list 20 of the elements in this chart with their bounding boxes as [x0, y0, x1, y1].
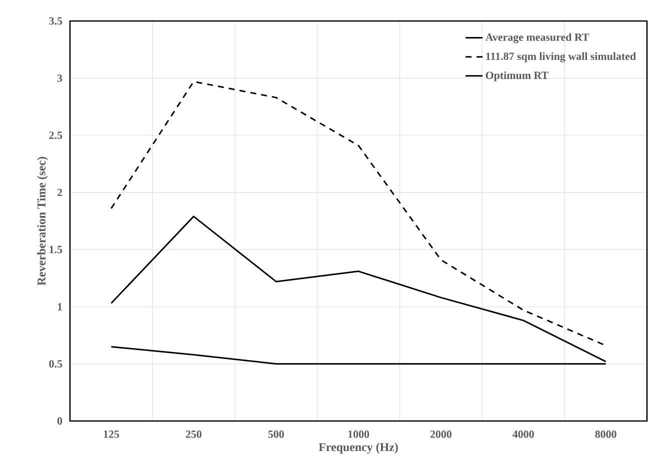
legend-label: Optimum RT	[486, 71, 548, 82]
x-axis-title: Frequency (Hz)	[318, 442, 398, 454]
y-tick-label: 2.5	[49, 132, 62, 139]
x-tick-label: 4000	[512, 430, 534, 438]
x-tick-label: 8000	[595, 430, 616, 438]
y-tick-label: 1.5	[50, 246, 62, 254]
x-tick-label: 125	[104, 430, 120, 438]
legend-label: Average measured RT	[485, 33, 590, 44]
x-tick-label: 500	[268, 430, 284, 438]
y-tick-label: 2	[57, 188, 62, 196]
legend-label: 111.87 sqm living wall simulated	[486, 52, 636, 62]
x-tick-label: 2000	[430, 430, 452, 438]
y-tick-label: 3.5	[49, 17, 62, 25]
y-tick-label: 0.5	[49, 360, 62, 368]
x-tick-label: 1000	[348, 430, 370, 438]
y-tick-label: 3	[57, 74, 62, 82]
y-axis-title: Reverberation Time (sec)	[37, 156, 48, 286]
x-tick-label: 250	[186, 430, 202, 438]
y-tick-label: 1	[58, 303, 62, 310]
y-tick-label: 0	[57, 417, 62, 425]
